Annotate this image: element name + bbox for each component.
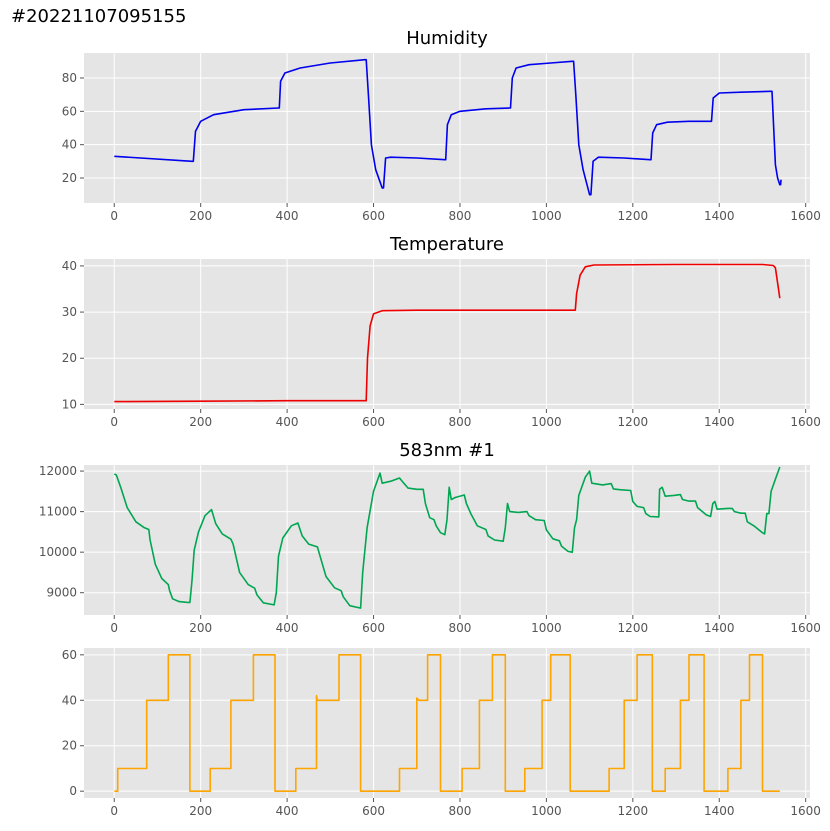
x-tick-label: 0: [110, 415, 118, 429]
x-tick-label: 1000: [531, 804, 562, 818]
x-tick-label: 0: [110, 804, 118, 818]
x-tick-label: 1400: [704, 209, 735, 223]
x-tick-label: 800: [449, 209, 472, 223]
x-tick-label: 800: [449, 621, 472, 635]
x-tick-label: 1000: [531, 209, 562, 223]
x-tick-label: 800: [449, 804, 472, 818]
y-tick-label: 20: [62, 171, 77, 185]
chart-panel-4: 0 200 400 600 800 1000 1200 1400 1600 0 20 40 60: [62, 648, 821, 818]
chart-panel-1: 0 200 400 600 800 1000 1200 1400 1600 20 40 60 80 Hum…: [62, 28, 821, 223]
series-line-1: [113, 466, 781, 609]
x-tick-label: 200: [189, 209, 212, 223]
x-tick-label: 400: [276, 209, 299, 223]
y-tick-label: 80: [62, 71, 77, 85]
figure-label: #20221107095155: [11, 6, 187, 27]
x-tick-label: 0: [110, 209, 118, 223]
x-tick-label: 1200: [618, 804, 649, 818]
x-tick-label: 1400: [704, 804, 735, 818]
y-tick-label: 60: [62, 648, 77, 662]
chart-panel-2: 0 200 400 600 800 1000 1200 1400 1600 10 20 30 40 Tem…: [62, 234, 821, 429]
series-line-1: [114, 654, 780, 792]
y-tick-label: 10000: [39, 545, 77, 559]
x-tick-label: 400: [276, 415, 299, 429]
y-tick-label: 9000: [46, 586, 77, 600]
series-line-1: [114, 263, 781, 403]
y-tick-label: 11000: [39, 505, 77, 519]
x-tick-label: 1000: [531, 415, 562, 429]
y-tick-label: 30: [62, 305, 77, 319]
plot-background: [84, 259, 810, 409]
y-tick-label: 40: [62, 138, 77, 152]
x-tick-label: 1600: [790, 804, 821, 818]
y-tick-label: 60: [62, 104, 77, 118]
y-tick-label: 40: [62, 259, 77, 273]
x-tick-label: 400: [276, 804, 299, 818]
x-tick-label: 600: [362, 209, 385, 223]
x-tick-label: 600: [362, 804, 385, 818]
y-tick-label: 12000: [39, 464, 77, 478]
x-tick-label: 1400: [704, 621, 735, 635]
y-tick-label: 0: [69, 784, 77, 798]
series-line-1: [114, 58, 782, 196]
x-tick-label: 1200: [618, 415, 649, 429]
x-tick-label: 1200: [618, 209, 649, 223]
y-tick-label: 20: [62, 351, 77, 365]
chart-title: Humidity: [406, 28, 488, 49]
plot-background: [84, 648, 810, 798]
x-tick-label: 200: [189, 804, 212, 818]
x-tick-label: 0: [110, 621, 118, 635]
chart-title: 583nm #1: [399, 440, 495, 461]
x-tick-label: 200: [189, 621, 212, 635]
x-tick-label: 800: [449, 415, 472, 429]
x-tick-label: 600: [362, 621, 385, 635]
x-tick-label: 1600: [790, 621, 821, 635]
x-tick-label: 1600: [790, 415, 821, 429]
x-tick-label: 1200: [618, 621, 649, 635]
chart-title: Temperature: [389, 234, 504, 255]
y-tick-label: 10: [62, 397, 77, 411]
x-tick-label: 200: [189, 415, 212, 429]
x-tick-label: 1000: [531, 621, 562, 635]
x-tick-label: 400: [276, 621, 299, 635]
plot-background: [84, 465, 810, 615]
y-tick-label: 40: [62, 693, 77, 707]
x-tick-label: 1400: [704, 415, 735, 429]
x-tick-label: 600: [362, 415, 385, 429]
chart-panel-3: 0 200 400 600 800 1000 1200 1400 1600 9000 10000 11…: [39, 440, 821, 635]
x-tick-label: 1600: [790, 209, 821, 223]
y-tick-label: 20: [62, 739, 77, 753]
